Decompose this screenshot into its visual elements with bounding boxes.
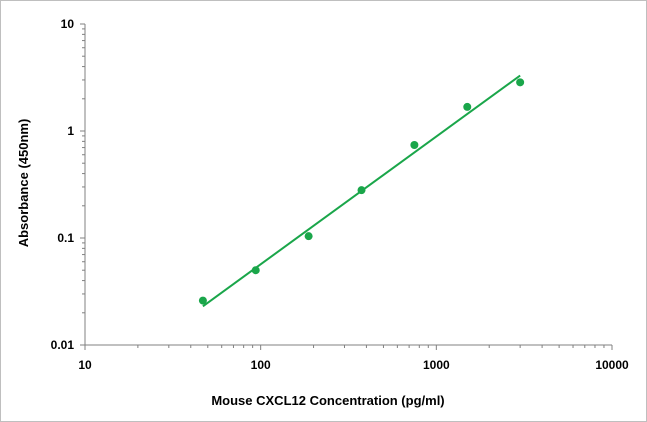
y-tick-label: 0.1 [57, 231, 74, 245]
data-point [516, 78, 525, 87]
data-point [410, 140, 419, 149]
x-tick-label: 10 [78, 358, 92, 372]
data-point [357, 186, 366, 195]
data-point [304, 232, 313, 241]
ticks: 0.01 0.1 1 10 10 100 1000 10000 [51, 17, 629, 372]
data-point [251, 266, 260, 275]
data-points [198, 78, 525, 305]
y-axis-title: Absorbance (450nm) [16, 119, 31, 248]
y-tick-label: 0.01 [51, 338, 75, 352]
x-tick-label: 1000 [423, 358, 450, 372]
x-tick-label: 100 [251, 358, 271, 372]
data-point [463, 102, 472, 111]
x-tick-label: 10000 [595, 358, 629, 372]
x-axis-title: Mouse CXCL12 Concentration (pg/ml) [211, 393, 444, 408]
axes [84, 24, 612, 346]
y-tick-label: 10 [61, 17, 75, 31]
data-point [198, 296, 207, 305]
y-tick-label: 1 [67, 124, 74, 138]
